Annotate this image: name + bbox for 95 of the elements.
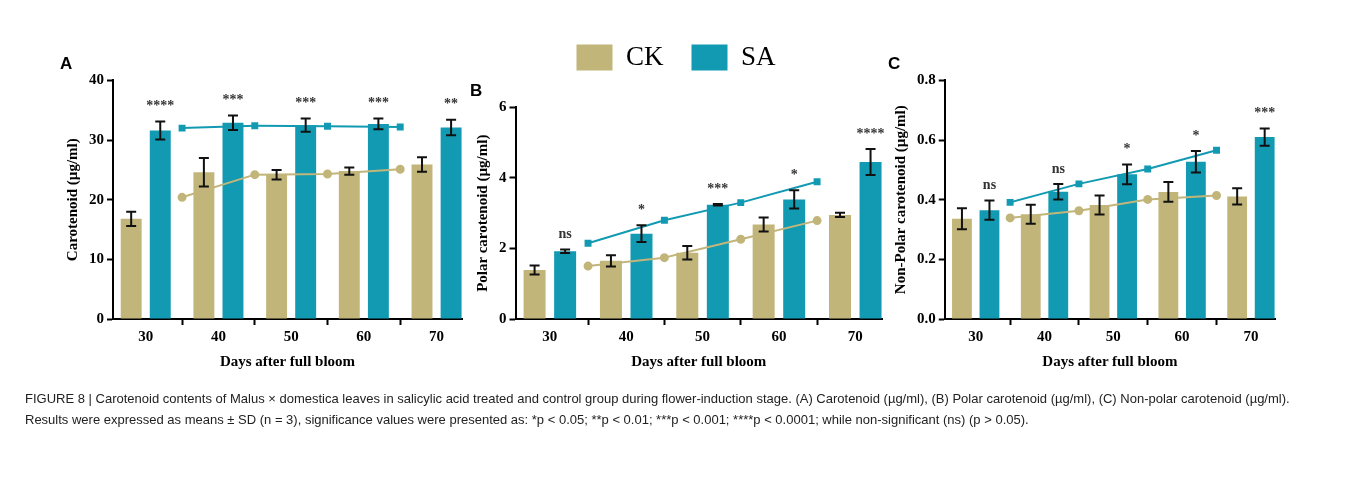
x-axis-title: Days after full bloom [631, 352, 767, 369]
annotation: * [790, 166, 798, 182]
annotation: *** [367, 95, 389, 111]
point [251, 122, 259, 130]
x-tick-label: 40 [1037, 327, 1053, 344]
bar [554, 251, 577, 319]
annotation: *** [295, 95, 317, 111]
bar [829, 214, 851, 319]
caption: FIGURE 8 | Carotenoid contents of Malus × domestica leaves in salicylic acid treated and control group during flower-induction stage. (A) Carotenoid (µg/ml), (B) Polar carotenoid (µg/ml), (C) Non-polar carotenoid (µg/ml). Results were expressed as means ± SD (n = 3), significance values were presented as: *p < 0.05; **p < 0.01; ***p < 0.001; ****p < 0.0001; while non-significant (ns) (p > 0.05). [25, 390, 1291, 429]
chart-title: A [60, 53, 73, 73]
annotation: * [1123, 141, 1131, 157]
y-tick-label: 0.8 [917, 71, 936, 88]
x-tick-label: 70 [847, 327, 863, 344]
y-axis-title: Carotenoid (µg/ml) [63, 138, 81, 262]
annotation: ns [1051, 160, 1066, 176]
bar [149, 130, 171, 319]
bar [859, 162, 882, 319]
point [177, 192, 187, 202]
y-axis-title: Polar carotenoid (µg/ml) [473, 134, 491, 292]
y-tick-label: 0.4 [917, 190, 937, 207]
y-tick-label: 40 [89, 71, 104, 88]
point [659, 253, 669, 263]
x-axis-title: Days after full bloom [219, 352, 356, 369]
y-tick-label: 30 [89, 130, 104, 147]
annotation: ** [444, 96, 459, 112]
point [1074, 206, 1084, 216]
x-tick-label: 60 [356, 327, 372, 344]
point [395, 164, 405, 174]
bar [1185, 161, 1206, 319]
y-tick-label: 0.2 [917, 250, 936, 267]
annotation: ns [982, 177, 997, 193]
point [1144, 165, 1152, 173]
point [737, 199, 745, 207]
x-tick-label: 50 [695, 327, 711, 344]
annotation: *** [222, 92, 244, 108]
bar [979, 210, 1000, 319]
bar [1227, 196, 1248, 319]
annotation: * [1192, 127, 1200, 143]
x-tick-label: 30 [542, 327, 558, 344]
y-tick-label: 4 [499, 168, 507, 185]
bar [523, 269, 546, 319]
point [1212, 191, 1222, 201]
y-tick-label: 20 [89, 190, 104, 207]
x-tick-label: 50 [283, 327, 299, 344]
x-tick-label: 60 [1174, 327, 1190, 344]
y-tick-label: 0 [499, 309, 507, 326]
bar [120, 218, 142, 319]
point [1213, 146, 1220, 154]
point [1006, 198, 1014, 206]
y-tick-label: 0.0 [917, 309, 936, 326]
x-axis-title: Days after full bloom [1042, 352, 1178, 369]
point [736, 234, 746, 244]
y-axis-title: Non-Polar carotenoid (µg/ml) [891, 105, 909, 295]
x-tick-label: 30 [138, 327, 154, 344]
point [584, 239, 592, 247]
chart-title: B [470, 80, 483, 100]
y-tick-label: 6 [499, 98, 507, 115]
x-tick-label: 30 [968, 327, 984, 344]
y-tick-label: 0 [96, 309, 104, 326]
y-tick-label: 2 [499, 239, 507, 256]
point [324, 122, 331, 130]
annotation: *** [1254, 105, 1276, 121]
annotation: ns [558, 226, 573, 242]
bar [440, 127, 462, 319]
y-tick-label: 0.6 [917, 130, 937, 147]
bar [1254, 137, 1275, 319]
point [660, 216, 668, 224]
legend-label: CK [625, 40, 664, 71]
chart-title: C [888, 53, 901, 73]
point [812, 216, 822, 226]
x-tick-label: 70 [429, 327, 445, 344]
x-tick-label: 40 [210, 327, 226, 344]
x-tick-label: 50 [1105, 327, 1121, 344]
bar [630, 233, 653, 319]
bar [783, 199, 806, 319]
point [322, 169, 332, 179]
bar [952, 218, 972, 319]
y-tick-label: 10 [89, 250, 104, 267]
annotation: **** [146, 98, 175, 114]
point [1075, 180, 1083, 188]
annotation: * [637, 201, 645, 217]
point [583, 261, 593, 271]
point [813, 178, 821, 186]
annotation: **** [856, 125, 885, 141]
x-tick-label: 70 [1243, 327, 1259, 344]
point [396, 123, 404, 131]
point [1005, 213, 1015, 223]
point [178, 124, 186, 132]
legend-label: SA [741, 40, 777, 71]
point [250, 170, 260, 180]
point [1143, 194, 1153, 204]
annotation: *** [707, 180, 729, 196]
x-tick-label: 40 [618, 327, 634, 344]
x-tick-label: 60 [771, 327, 787, 344]
bar [411, 164, 433, 319]
